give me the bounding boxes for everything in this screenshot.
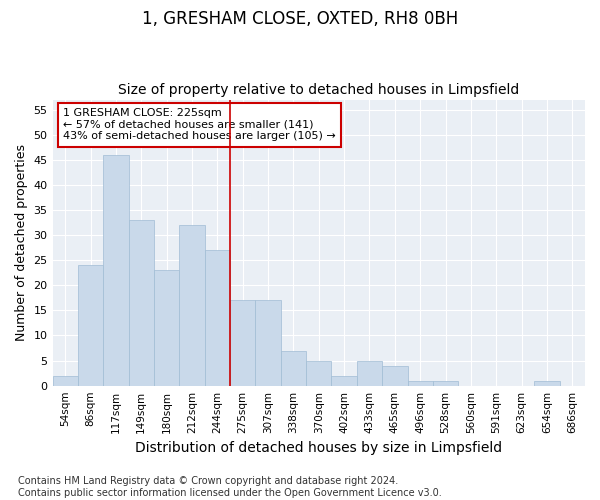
- Bar: [357, 360, 382, 386]
- Bar: [103, 155, 128, 386]
- Bar: [281, 350, 306, 386]
- Bar: [256, 300, 281, 386]
- Text: Contains HM Land Registry data © Crown copyright and database right 2024.
Contai: Contains HM Land Registry data © Crown c…: [18, 476, 442, 498]
- Y-axis label: Number of detached properties: Number of detached properties: [15, 144, 28, 341]
- Text: 1 GRESHAM CLOSE: 225sqm
← 57% of detached houses are smaller (141)
43% of semi-d: 1 GRESHAM CLOSE: 225sqm ← 57% of detache…: [63, 108, 336, 142]
- Bar: [407, 380, 433, 386]
- Title: Size of property relative to detached houses in Limpsfield: Size of property relative to detached ho…: [118, 83, 520, 97]
- Bar: [128, 220, 154, 386]
- Bar: [78, 265, 103, 386]
- Bar: [382, 366, 407, 386]
- Bar: [205, 250, 230, 386]
- Bar: [534, 380, 560, 386]
- Bar: [179, 225, 205, 386]
- X-axis label: Distribution of detached houses by size in Limpsfield: Distribution of detached houses by size …: [135, 441, 502, 455]
- Text: 1, GRESHAM CLOSE, OXTED, RH8 0BH: 1, GRESHAM CLOSE, OXTED, RH8 0BH: [142, 10, 458, 28]
- Bar: [154, 270, 179, 386]
- Bar: [433, 380, 458, 386]
- Bar: [230, 300, 256, 386]
- Bar: [53, 376, 78, 386]
- Bar: [331, 376, 357, 386]
- Bar: [306, 360, 331, 386]
